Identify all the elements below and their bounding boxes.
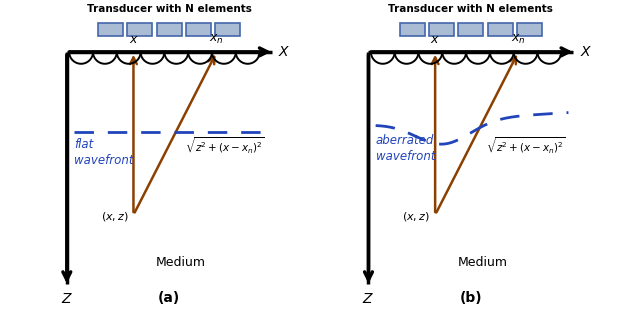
Bar [517,23,542,36]
Text: $X$: $X$ [278,45,291,59]
Text: $(x, z)$: $(x, z)$ [100,210,129,223]
Bar [458,23,483,36]
Bar [186,23,211,36]
Text: $x_n$: $x_n$ [511,33,526,46]
Text: aberrated
wavefront: aberrated wavefront [376,134,435,163]
Text: (a): (a) [158,291,180,305]
Bar [429,23,454,36]
Bar [127,23,152,36]
Bar [215,23,240,36]
Text: Medium: Medium [156,256,206,269]
Bar [98,23,123,36]
Text: Transducer with N elements: Transducer with N elements [388,4,553,14]
Text: $x$: $x$ [430,33,440,46]
Text: $\sqrt{z^2 + (x-x_n)^2}$: $\sqrt{z^2 + (x-x_n)^2}$ [184,135,264,155]
Text: $X$: $X$ [580,45,592,59]
Bar [157,23,182,36]
Text: $x_n$: $x_n$ [209,33,224,46]
Text: $x$: $x$ [129,33,138,46]
Bar [400,23,425,36]
Text: $\sqrt{z^2 + (x-x_n)^2}$: $\sqrt{z^2 + (x-x_n)^2}$ [486,135,566,155]
Text: (b): (b) [460,291,482,305]
Bar [488,23,513,36]
Text: $(x, z)$: $(x, z)$ [403,210,430,223]
Text: flat
wavefront: flat wavefront [74,137,134,167]
Text: $Z$: $Z$ [362,292,374,306]
Text: Transducer with N elements: Transducer with N elements [87,4,252,14]
Text: $Z$: $Z$ [61,292,73,306]
Text: Medium: Medium [458,256,508,269]
